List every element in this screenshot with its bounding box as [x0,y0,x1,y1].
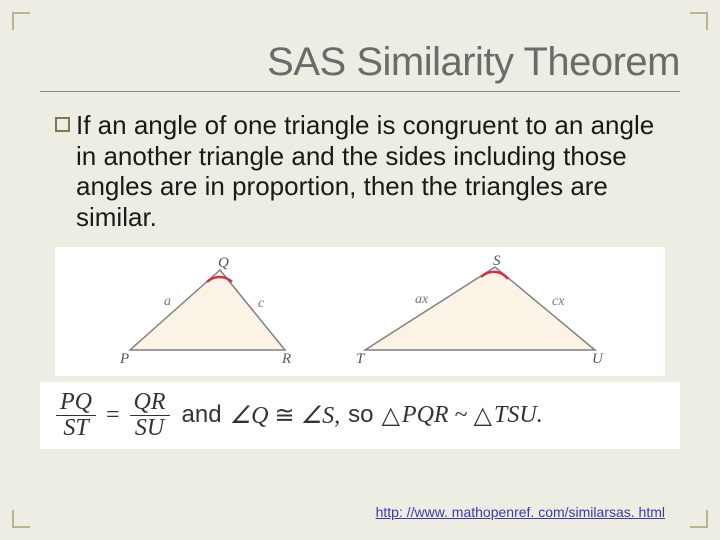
corner-decoration [12,510,30,528]
corner-decoration [690,510,708,528]
vertex-label: U [592,351,604,367]
diagram-panel: Q P R a c S T U ax cx [55,247,665,376]
content-body: If an angle of one triangle is congruent… [0,92,720,376]
vertex-label: Q [218,255,229,271]
theorem-text: If an angle of one triangle is congruent… [76,110,665,233]
triangle-pqr: Q P R a c [110,255,310,370]
angle-q: ∠Q [230,401,269,430]
numerator: PQ [56,390,96,416]
vertex-label: P [119,351,129,367]
similar-sign: ~ [455,402,468,429]
angle-s: ∠S, [301,401,341,430]
square-bullet-icon [55,117,70,132]
triangle-pqr-label: PQR [402,402,449,429]
corner-decoration [690,12,708,30]
equals-sign: = [106,402,120,429]
triangle-icon: △ [474,401,492,430]
fraction-2: QR SU [130,390,170,441]
side-label: ax [415,292,429,307]
source-link[interactable]: http: //www. mathopenref. com/similarsas… [376,504,665,520]
denominator: ST [59,416,92,441]
page-title: SAS Similarity Theorem [40,40,680,85]
triangle-icon: △ [381,401,399,430]
fraction-1: PQ ST [56,390,96,441]
numerator: QR [130,390,170,416]
bullet-paragraph: If an angle of one triangle is congruent… [55,110,665,233]
triangle-tsu: S T U ax cx [350,255,610,370]
side-label: a [164,294,171,309]
vertex-label: R [281,351,291,367]
formula-bar: PQ ST = QR SU and ∠Q ≅ ∠S, so △ PQR ~ △ … [40,382,680,449]
corner-decoration [12,12,30,30]
word-and: and [182,401,222,429]
congruent-sign: ≅ [274,401,294,430]
word-so: so [348,401,373,429]
triangles-row: Q P R a c S T U ax cx [65,255,655,370]
side-label: cx [552,294,565,309]
triangle-tsu-label: TSU. [494,402,543,429]
title-container: SAS Similarity Theorem [0,0,720,85]
vertex-label: T [356,351,366,367]
denominator: SU [131,416,168,441]
side-label: c [258,296,265,311]
vertex-label: S [493,255,501,269]
